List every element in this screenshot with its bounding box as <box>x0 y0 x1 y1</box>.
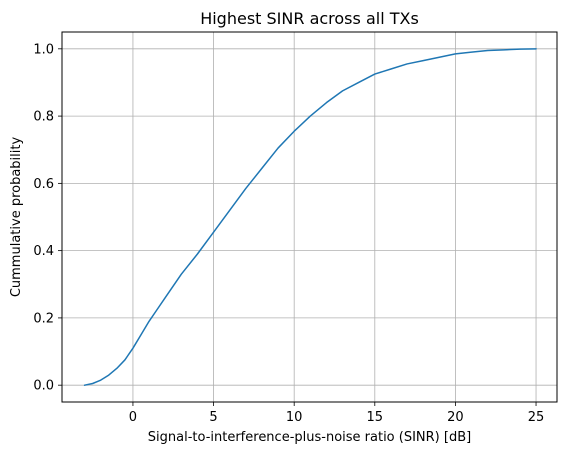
x-axis-ticks: 0 5 10 15 20 25 <box>129 402 545 425</box>
x-tick-label: 0 <box>129 410 137 425</box>
y-axis-ticks: 0.0 0.2 0.4 0.6 0.8 1.0 <box>33 42 62 394</box>
x-axis-label: Signal-to-interference-plus-noise ratio … <box>148 430 471 445</box>
y-tick-label: 0.8 <box>33 110 54 125</box>
y-tick-label: 1.0 <box>33 42 54 57</box>
y-axis-label: Cummulative probability <box>9 137 24 298</box>
chart-title: Highest SINR across all TXs <box>200 9 419 28</box>
y-tick-label: 0.0 <box>33 379 54 394</box>
cdf-series-line <box>83 48 537 386</box>
x-tick-label: 25 <box>528 410 545 425</box>
plot-area <box>62 32 557 402</box>
x-tick-label: 5 <box>209 410 217 425</box>
y-tick-label: 0.4 <box>33 244 54 259</box>
x-tick-label: 15 <box>367 410 384 425</box>
plot-frame <box>61 31 558 403</box>
x-tick-label: 20 <box>447 410 464 425</box>
x-tick-label: 10 <box>286 410 303 425</box>
y-tick-label: 0.6 <box>33 177 54 192</box>
y-tick-label: 0.2 <box>33 311 54 326</box>
series-layer <box>83 48 537 386</box>
